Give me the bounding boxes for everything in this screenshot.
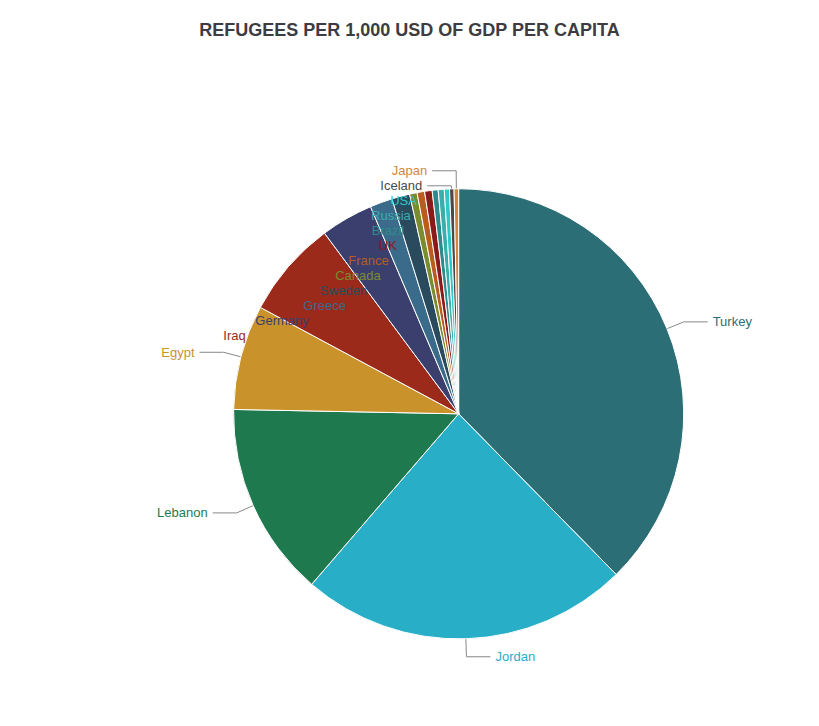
svg-text:Iraq: Iraq	[223, 328, 245, 343]
svg-text:Japan: Japan	[392, 163, 427, 178]
svg-text:REFUGEES PER 1,000 USD OF GDP: REFUGEES PER 1,000 USD OF GDP PER CAPITA	[199, 20, 619, 40]
svg-text:Jordan: Jordan	[495, 649, 535, 664]
svg-text:Greece: Greece	[303, 298, 346, 313]
svg-text:Canada: Canada	[335, 268, 381, 283]
svg-text:Germany: Germany	[255, 313, 309, 328]
svg-text:Iceland: Iceland	[380, 178, 422, 193]
svg-text:Lebanon: Lebanon	[157, 505, 208, 520]
svg-text:Russia: Russia	[371, 208, 412, 223]
svg-text:Turkey: Turkey	[713, 314, 753, 329]
svg-text:Egypt: Egypt	[161, 345, 195, 360]
svg-text:France: France	[348, 253, 388, 268]
svg-text:Brazil: Brazil	[372, 223, 405, 238]
svg-text:Sweden: Sweden	[320, 283, 367, 298]
svg-text:USA: USA	[390, 193, 417, 208]
svg-text:UK: UK	[379, 238, 397, 253]
